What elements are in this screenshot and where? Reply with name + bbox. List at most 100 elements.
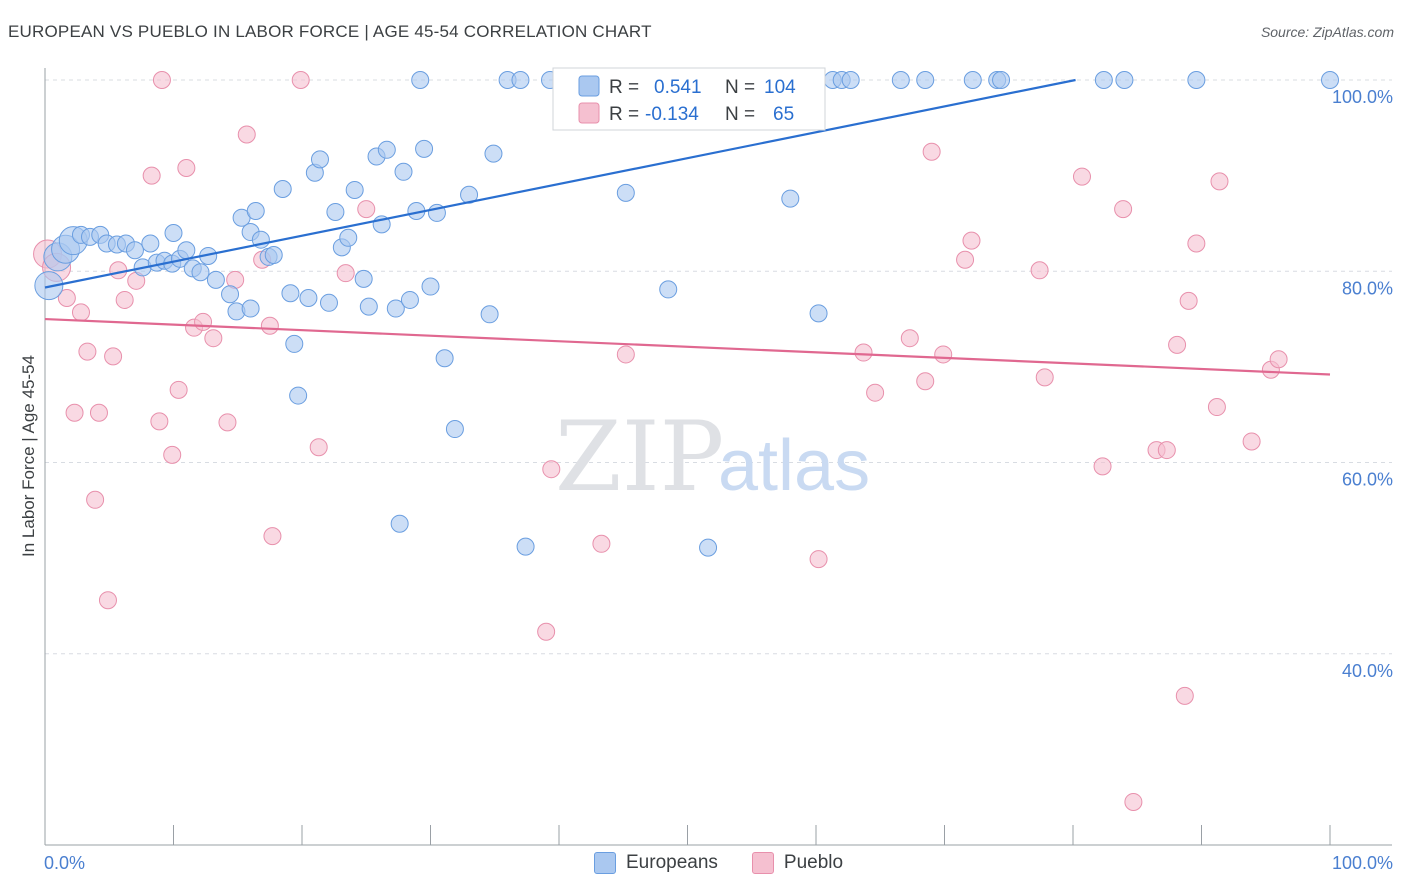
pueblo-point (854, 343, 873, 362)
pueblo-point (194, 312, 213, 331)
pueblo-point (1093, 457, 1112, 476)
pueblo-point (1269, 350, 1288, 369)
pueblo-trendline (44, 317, 1331, 376)
europeans-point (221, 285, 240, 304)
europeans-n-value: 104 (764, 77, 796, 98)
watermark-zip: ZIP (555, 401, 724, 513)
europeans-point (963, 71, 982, 89)
legend-label-pueblo: Pueblo (783, 852, 844, 873)
pueblo-point (204, 329, 223, 348)
legend-label-europeans: Europeans (626, 852, 718, 873)
pueblo-point (78, 342, 97, 361)
stats-legend: R = 0.541 N = 104 R = -0.134 N = 65 (552, 67, 826, 131)
pueblo-point (1210, 172, 1229, 191)
y-tick-label: 60.0% (1342, 470, 1393, 490)
pueblo-point (592, 534, 611, 553)
europeans-point (390, 514, 409, 533)
europeans-point (246, 202, 265, 221)
europeans-point (310, 150, 329, 169)
pueblo-point (152, 71, 171, 89)
pueblo-point (1242, 432, 1261, 451)
pueblo-point (357, 200, 376, 219)
trendlines (44, 78, 1331, 376)
y-tick-labels: 100.0% 80.0% 60.0% 40.0% (1332, 87, 1393, 681)
pueblo-point (336, 264, 355, 283)
europeans-point (377, 140, 396, 159)
europeans-point (1115, 71, 1134, 89)
pueblo-r-label: R = (609, 104, 639, 125)
pueblo-point (537, 622, 556, 641)
y-tick-label: 80.0% (1342, 278, 1393, 298)
pueblo-point (177, 158, 196, 177)
europeans-point (285, 334, 304, 353)
pueblo-point (65, 403, 84, 422)
europeans-point (289, 386, 308, 405)
y-axis-label: In Labor Force | Age 45-54 (19, 355, 38, 557)
pueblo-point (115, 290, 134, 309)
pueblo-point (169, 380, 188, 399)
europeans-point (484, 144, 503, 163)
europeans-point (359, 297, 378, 316)
europeans-swatch (578, 75, 600, 97)
axis-layer (44, 68, 1392, 846)
europeans-point (386, 299, 405, 318)
europeans-point (339, 228, 358, 247)
europeans-point (1321, 71, 1339, 89)
europeans-point (273, 180, 292, 199)
pueblo-point (104, 347, 123, 366)
pueblo-point (916, 372, 935, 391)
pueblo-point (1072, 167, 1091, 186)
pueblo-r-value: -0.134 (645, 104, 699, 125)
chart-source: Source: ZipAtlas.com (1260, 24, 1394, 40)
europeans-point (659, 280, 678, 299)
pueblo-point (86, 490, 105, 509)
pueblo-point (1114, 200, 1133, 219)
europeans-n-label: N = (725, 77, 755, 98)
pueblo-point (1187, 234, 1206, 253)
pueblo-n-value: 65 (773, 104, 794, 125)
europeans-point (281, 284, 300, 303)
europeans-point (319, 293, 338, 312)
europeans-point (345, 180, 364, 199)
europeans-point (781, 189, 800, 208)
europeans-point (326, 202, 345, 221)
pueblo-point (163, 445, 182, 464)
x-tick-label: 0.0% (44, 853, 85, 873)
europeans-point (841, 71, 860, 89)
legend-swatch-pueblo (751, 852, 774, 874)
europeans-point (992, 71, 1011, 89)
legend-item-pueblo[interactable]: Pueblo (751, 852, 844, 874)
pueblo-point (71, 303, 90, 322)
pueblo-point (1124, 792, 1143, 811)
y-tick-label: 100.0% (1332, 87, 1393, 107)
europeans-point (916, 71, 935, 89)
europeans-point (1094, 71, 1113, 89)
pueblo-point (1168, 335, 1187, 354)
watermark-atlas: atlas (718, 426, 870, 506)
europeans-point (699, 538, 718, 557)
pueblo-point (962, 231, 981, 250)
pueblo-point (109, 261, 128, 280)
pueblo-points (33, 71, 1288, 811)
pueblo-point (1157, 441, 1176, 460)
europeans-point (264, 245, 283, 264)
europeans-point (616, 183, 635, 202)
europeans-point (891, 71, 910, 89)
europeans-point (141, 234, 160, 253)
europeans-point (354, 269, 373, 288)
pueblo-point (237, 125, 256, 144)
pueblo-point (616, 345, 635, 364)
legend-item-europeans[interactable]: Europeans (594, 852, 718, 874)
chart-title: EUROPEAN VS PUEBLO IN LABOR FORCE | AGE … (8, 22, 652, 41)
europeans-point (415, 139, 434, 158)
grid-layer (45, 79, 1392, 655)
europeans-point (164, 224, 183, 242)
pueblo-point (900, 329, 919, 348)
pueblo-point (1179, 291, 1198, 310)
europeans-point (435, 349, 454, 368)
pueblo-point (260, 316, 279, 335)
europeans-point (516, 537, 535, 556)
pueblo-point (1030, 261, 1049, 280)
pueblo-point (309, 438, 328, 457)
europeans-r-value: 0.541 (654, 77, 702, 98)
